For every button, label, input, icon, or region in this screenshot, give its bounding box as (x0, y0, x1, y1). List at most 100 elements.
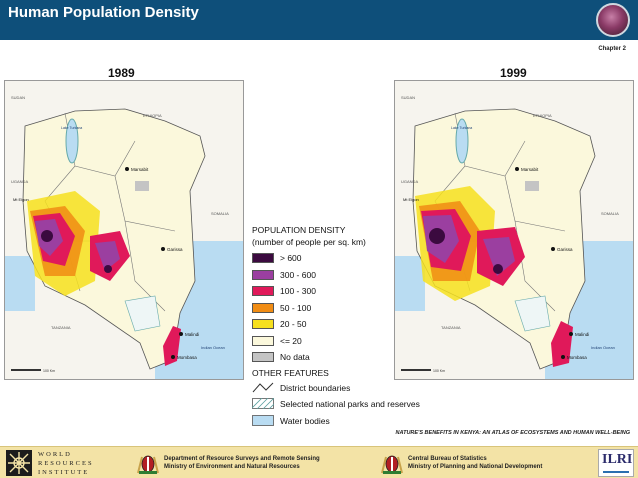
dept-drsrs-line-2: Ministry of Environment and Natural Reso… (164, 464, 300, 470)
town-mombasa (171, 355, 175, 359)
label-marsabit: Marsabit (131, 167, 149, 172)
page-title: Human Population Density (8, 4, 199, 21)
legend-class-50-100: 50 - 100 (252, 300, 482, 317)
dept-drsrs: Department of Resource Surveys and Remot… (164, 455, 320, 471)
map-1989: ETHIOPIA SUDAN SOMALIA UGANDA TANZANIA L… (4, 80, 244, 380)
hatched-park-icon (252, 398, 274, 409)
label-malindi: Malindi (575, 332, 589, 337)
wri-name: WORLD RESOURCES INSTITUTE (38, 450, 94, 477)
wri-logo-icon (6, 450, 32, 476)
legend-label: 20 - 50 (280, 319, 307, 329)
legend-water-bodies: Water bodies (252, 413, 482, 430)
label-somalia: SOMALIA (601, 211, 619, 216)
label-uganda: UGANDA (11, 179, 28, 184)
scale-label: 100 Km (433, 369, 445, 373)
wri-line-2: RESOURCES (38, 460, 94, 467)
lake-victoria (395, 256, 425, 311)
nodata-patch (525, 181, 539, 191)
national-park (514, 295, 551, 332)
legend-district-boundaries: District boundaries (252, 380, 482, 397)
chapter-label: Chapter 2 (598, 46, 626, 52)
label-ethiopia: ETHIOPIA (533, 113, 552, 118)
town-malindi (179, 332, 183, 336)
label-tanzania: TANZANIA (441, 325, 461, 330)
kenya-crest-icon (381, 455, 403, 474)
ilri-logo: ILRI (598, 449, 634, 477)
wri-line-3: INSTITUTE (38, 469, 90, 476)
town-malindi (569, 332, 573, 336)
legend-swatch (252, 335, 274, 346)
map-1989-svg: ETHIOPIA SUDAN SOMALIA UGANDA TANZANIA L… (5, 95, 243, 379)
scale-bar (401, 369, 431, 371)
lake-victoria (5, 256, 35, 311)
avatar (596, 3, 630, 37)
density-central-purple (483, 237, 515, 276)
national-park (124, 295, 161, 332)
label-sudan: SUDAN (401, 95, 415, 100)
dept-cbs: Central Bureau of Statistics Ministry of… (408, 455, 542, 471)
wri-line-1: WORLD (38, 451, 72, 458)
title-bar: Human Population Density (0, 0, 638, 40)
dept-drsrs-line-1: Department of Resource Surveys and Remot… (164, 456, 320, 462)
density-dense-core (429, 228, 445, 244)
legend-class-no-data: No data (252, 349, 482, 366)
legend-swatch (252, 286, 274, 296)
legend-swatch (252, 269, 274, 280)
legend: POPULATION DENSITY (number of people per… (252, 224, 482, 429)
legend-label: 100 - 300 (280, 286, 316, 296)
legend-label: 300 - 600 (280, 269, 316, 280)
kenya-crest-icon (137, 455, 159, 474)
atlas-caption: NATURE'S BENEFITS IN KENYA: AN ATLAS OF … (395, 430, 630, 436)
map-1999-svg: ETHIOPIA SUDAN SOMALIA UGANDA TANZANIA L… (395, 95, 633, 379)
density-dense-core (41, 230, 53, 242)
lake-turkana (455, 118, 469, 164)
legend-subheading: (number of people per sq. km) (252, 237, 366, 247)
label-lake-turkana: Lake Turkana (61, 126, 82, 130)
legend-class-100-300: 100 - 300 (252, 283, 482, 300)
label-marsabit: Marsabit (521, 167, 539, 172)
label-sudan: SUDAN (11, 95, 25, 100)
map-1999-title: 1999 (500, 66, 527, 80)
legend-other-heading: OTHER FEATURES (252, 367, 329, 378)
legend-label: Selected national parks and reserves (280, 399, 420, 409)
legend-class-300-600: 300 - 600 (252, 267, 482, 284)
legend-swatch (252, 302, 274, 313)
label-garissa: Garissa (557, 247, 573, 252)
label-mt-elgon: Mt Elgon (13, 197, 29, 202)
map-1999: ETHIOPIA SUDAN SOMALIA UGANDA TANZANIA L… (394, 80, 634, 380)
label-mombasa: Mombasa (177, 355, 197, 360)
legend-class-20-50: 20 - 50 (252, 316, 482, 333)
dept-cbs-line-1: Central Bureau of Statistics (408, 456, 487, 462)
density-coast (163, 326, 181, 366)
legend-swatch (252, 352, 274, 362)
legend-label: <= 20 (280, 335, 302, 346)
legend-class-20-or-less: <= 20 (252, 333, 482, 350)
label-mt-elgon: Mt Elgon (403, 197, 419, 202)
town-marsabit (125, 167, 129, 171)
dept-cbs-line-2: Ministry of Planning and National Develo… (408, 464, 543, 470)
label-lake-turkana: Lake Turkana (451, 126, 472, 130)
scale-label: 100 Km (43, 369, 55, 373)
legend-swatch (252, 319, 274, 329)
label-somalia: SOMALIA (211, 211, 229, 216)
water-body-icon (252, 414, 274, 426)
label-uganda: UGANDA (401, 179, 418, 184)
legend-heading: POPULATION DENSITY (252, 225, 346, 235)
label-indian-ocean: Indian Ocean (591, 345, 615, 350)
town-marsabit (515, 167, 519, 171)
legend-label: No data (280, 352, 310, 362)
legend-national-parks: Selected national parks and reserves (252, 396, 482, 413)
density-nairobi (493, 264, 503, 274)
footer: WORLD RESOURCES INSTITUTE Department of … (0, 446, 638, 478)
density-nairobi (104, 265, 112, 273)
district-boundary-icon (252, 382, 274, 392)
density-central-purple (95, 241, 120, 271)
legend-label: > 600 (280, 253, 302, 263)
label-mombasa: Mombasa (567, 355, 587, 360)
map-1989-title: 1989 (108, 66, 135, 80)
scale-bar (11, 369, 41, 371)
town-mombasa (561, 355, 565, 359)
legend-label: Water bodies (280, 415, 330, 426)
legend-swatch (252, 253, 274, 263)
label-garissa: Garissa (167, 247, 183, 252)
